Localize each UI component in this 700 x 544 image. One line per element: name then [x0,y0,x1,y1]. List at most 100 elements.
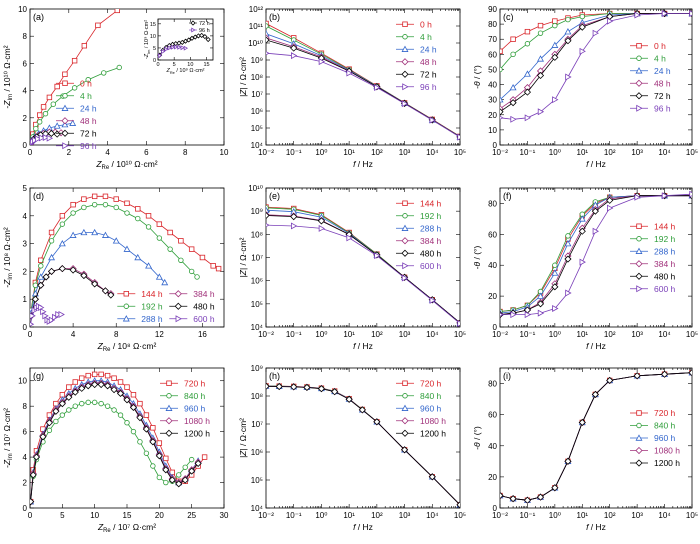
x-tick-label: 12 [155,330,164,339]
panel-label: (h) [269,371,280,381]
y-tick-label: 4 [23,212,28,221]
x-axis-var: Z [166,68,171,74]
y-tick-label: 10⁸ [251,230,263,239]
x-tick-label: 10² [604,330,616,339]
x-tick-label: 10⁻¹ [286,148,302,157]
x-axis-title: f / Hz [353,522,373,532]
y-tick-label: 0 [153,58,156,64]
data-point [500,108,504,116]
data-point [81,43,88,49]
y-tick-label: 6 [23,59,28,68]
legend-label: 72 h [80,128,97,138]
y-axis-title: -ZIm / 10⁷ Ω·cm² [2,408,14,468]
data-point [145,262,153,269]
y-axis-unit: / (°) [472,426,482,442]
data-point [66,384,72,390]
legend-label: 192 h [420,211,442,221]
x-tick-label: 10⁻² [258,148,274,157]
y-axis-var: -Z [144,53,150,59]
chart-panel-f: 10⁻² 10⁻¹ 10⁰ 10¹ 10² 10³ 10⁴ 10⁵ 0 20 40 60 80 f / H… [472,187,698,351]
data-point [194,274,200,280]
y-tick-label: 10⁷ [251,90,263,99]
data-point [104,403,111,409]
data-point [201,454,208,460]
data-point [552,262,558,268]
data-point [578,215,586,222]
data-point [113,204,119,211]
series-group [500,190,692,319]
x-tick-label: 10⁻¹ [520,330,536,339]
y-tick-label: 10 [18,377,27,386]
legend-label: 480 h [654,271,676,281]
series-group [500,9,692,123]
x-axis-var: f [586,341,590,351]
legend-label: 1200 h [184,428,210,438]
data-point [129,403,138,412]
data-point [536,493,545,501]
data-point [53,418,59,425]
x-tick-label: 10⁻² [258,511,274,520]
data-point [552,304,559,312]
y-tick-label: 10⁴ [251,323,264,332]
data-point [156,221,163,227]
legend-marker [165,404,173,411]
x-tick-label: 2 [67,148,72,157]
x-axis-title: ZRe / 10⁹ Ω·cm² [166,67,205,75]
data-point [135,206,141,212]
data-point [500,312,504,317]
y-axis-var: -Z [2,459,12,468]
y-tick-label: 0 [493,323,498,332]
legend-label: 48 h [80,116,97,126]
legend-marker [635,446,643,455]
legend-label: 48 h [420,57,437,67]
data-point [50,101,56,107]
data-point [52,407,60,415]
legend-label: 96 h [654,103,671,113]
data-point [523,496,531,504]
y-tick-label: 20 [488,292,497,301]
data-point [42,134,50,141]
data-point [578,23,586,31]
panel-label: (g) [33,371,44,381]
legend-marker [402,213,408,219]
y-axis-title: |Z| / Ω·cm² [238,237,248,277]
data-point [114,9,120,14]
data-point [266,23,269,29]
legend-label: 144 h [420,198,442,208]
legend-marker [123,291,129,297]
y-tick-label: 80 [488,20,497,29]
data-point [429,296,436,304]
data-point [634,193,641,201]
x-tick-label: 10⁻² [492,148,508,157]
data-point [215,265,222,272]
y-tick-label: 10⁹ [251,364,263,373]
data-point [104,372,111,379]
data-point [30,471,37,479]
data-point [112,237,120,244]
data-point [52,313,59,321]
data-point [591,207,599,215]
data-point [210,263,216,269]
series-line [30,384,199,502]
data-point [175,480,183,488]
data-point [107,291,115,299]
x-axis-title: ZRe / 10⁸ Ω·cm² [97,341,157,353]
y-tick-label: 2 [23,479,28,488]
y-tick-label: 10 [150,34,156,40]
data-point [38,263,44,269]
data-point [117,412,124,418]
data-point [565,233,571,239]
data-point [634,11,641,19]
x-axis-sub: Re [103,528,111,534]
data-point [81,204,87,211]
x-axis-title: f / Hz [586,341,606,351]
data-point [85,77,91,83]
panel-label: (b) [269,12,280,22]
x-tick-label: 10⁰ [315,148,327,157]
data-point [266,30,270,37]
x-tick-label: 5 [173,62,176,68]
series-line [266,52,460,138]
legend-marker [636,285,643,293]
data-point [266,211,270,220]
x-axis-var: f [586,159,590,169]
